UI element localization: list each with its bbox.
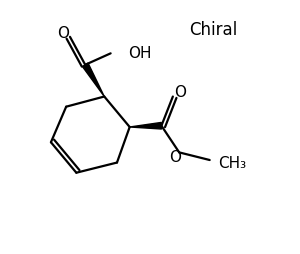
Text: Chiral: Chiral (189, 22, 238, 39)
Text: O: O (57, 26, 69, 41)
Text: OH: OH (128, 46, 152, 61)
Text: CH₃: CH₃ (219, 156, 247, 171)
Polygon shape (82, 63, 104, 97)
Text: O: O (169, 150, 181, 166)
Polygon shape (130, 122, 162, 129)
Text: O: O (175, 85, 187, 100)
